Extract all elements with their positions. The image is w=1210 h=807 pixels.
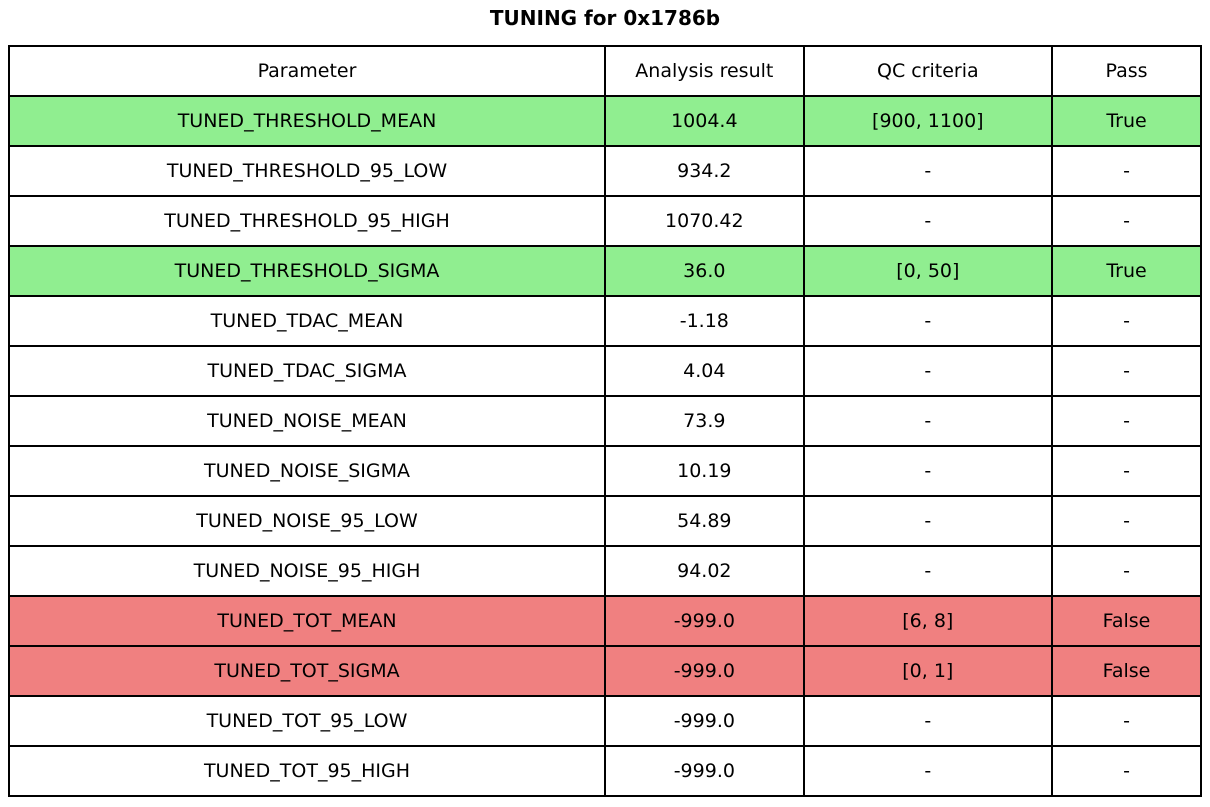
pass-cell: -: [1050, 445, 1203, 497]
analysis-result-cell: 10.19: [604, 445, 805, 497]
parameter-cell: TUNED_TOT_95_LOW: [8, 695, 606, 747]
table-row: TUNED_THRESHOLD_SIGMA 36.0 [0, 50] True: [8, 245, 1203, 297]
analysis-result-cell: 4.04: [604, 345, 805, 397]
analysis-result-cell: 36.0: [604, 245, 805, 297]
table-body: TUNED_THRESHOLD_MEAN 1004.4 [900, 1100] Tru…: [8, 95, 1203, 797]
table-row: TUNED_TDAC_MEAN -1.18- -: [8, 295, 1203, 347]
parameter-cell: TUNED_THRESHOLD_95_LOW: [8, 145, 606, 197]
pass-cell: -: [1050, 395, 1203, 447]
analysis-result-cell: 54.89: [604, 495, 805, 547]
parameter-cell: TUNED_NOISE_SIGMA: [8, 445, 606, 497]
qc-criteria-cell: -: [802, 445, 1053, 497]
qc-criteria-cell: [900, 1100]: [802, 95, 1053, 147]
qc-criteria-cell: -: [802, 395, 1053, 447]
pass-cell: -: [1050, 495, 1203, 547]
table-row: TUNED_TOT_MEAN -999.0 [6, 8] False: [8, 595, 1203, 647]
parameter-cell: TUNED_THRESHOLD_MEAN: [8, 95, 606, 147]
parameter-cell: TUNED_TDAC_MEAN: [8, 295, 606, 347]
figure-title: TUNING for 0x1786b: [489, 6, 721, 30]
parameter-cell: TUNED_TOT_MEAN: [8, 595, 606, 647]
pass-cell: -: [1050, 695, 1203, 747]
pass-cell: -: [1050, 545, 1203, 597]
header-row: Parameter Analysis result QC criteria Pa…: [8, 45, 1203, 97]
parameter-cell: TUNED_TOT_95_HIGH: [8, 745, 606, 797]
header-analysis-result: Analysis result: [604, 45, 805, 97]
analysis-result-cell: 934.2: [604, 145, 805, 197]
analysis-result-cell: -999.0: [604, 695, 805, 747]
qc-criteria-cell: -: [802, 495, 1053, 547]
qc-criteria-cell: -: [802, 295, 1053, 347]
pass-cell: -: [1050, 745, 1203, 797]
pass-cell: True: [1050, 95, 1203, 147]
table-row: TUNED_THRESHOLD_95_HIGH 1070.42- -: [8, 195, 1203, 247]
parameter-cell: TUNED_NOISE_MEAN: [8, 395, 606, 447]
analysis-result-cell: 73.9: [604, 395, 805, 447]
table-row: TUNED_NOISE_MEAN 73.9- -: [8, 395, 1203, 447]
analysis-result-cell: -999.0: [604, 595, 805, 647]
analysis-result-cell: -1.18: [604, 295, 805, 347]
pass-cell: True: [1050, 245, 1203, 297]
qc-criteria-cell: [0, 1]: [802, 645, 1053, 697]
header-qc-criteria: QC criteria: [802, 45, 1053, 97]
parameter-cell: TUNED_THRESHOLD_SIGMA: [8, 245, 606, 297]
pass-cell: -: [1050, 195, 1203, 247]
parameter-cell: TUNED_TOT_SIGMA: [8, 645, 606, 697]
qc-criteria-cell: -: [802, 695, 1053, 747]
table-row: TUNED_TOT_95_HIGH -999.0- -: [8, 745, 1203, 797]
qc-criteria-cell: -: [802, 345, 1053, 397]
table-row: TUNED_TDAC_SIGMA 4.04- -: [8, 345, 1203, 397]
qc-criteria-cell: -: [802, 745, 1053, 797]
table-row: TUNED_TOT_SIGMA -999.0 [0, 1] False: [8, 645, 1203, 697]
pass-cell: False: [1050, 645, 1203, 697]
table-row: TUNED_NOISE_SIGMA 10.19- -: [8, 445, 1203, 497]
header-pass: Pass: [1050, 45, 1203, 97]
table-row: TUNED_NOISE_95_HIGH 94.02- -: [8, 545, 1203, 597]
header-parameter: Parameter: [8, 45, 606, 97]
pass-cell: -: [1050, 295, 1203, 347]
qc-criteria-cell: [6, 8]: [802, 595, 1053, 647]
analysis-result-cell: 1070.42: [604, 195, 805, 247]
parameter-cell: TUNED_TDAC_SIGMA: [8, 345, 606, 397]
qc-criteria-cell: -: [802, 145, 1053, 197]
table-row: TUNED_TOT_95_LOW -999.0- -: [8, 695, 1203, 747]
pass-cell: -: [1050, 345, 1203, 397]
qc-criteria-cell: -: [802, 195, 1053, 247]
parameter-cell: TUNED_NOISE_95_LOW: [8, 495, 606, 547]
qc-criteria-cell: [0, 50]: [802, 245, 1053, 297]
pass-cell: -: [1050, 145, 1203, 197]
qc-tuning-table: Parameter Analysis result QC criteria Pa…: [8, 45, 1203, 797]
analysis-result-cell: 94.02: [604, 545, 805, 597]
analysis-result-cell: 1004.4: [604, 95, 805, 147]
table-row: TUNED_THRESHOLD_MEAN 1004.4 [900, 1100] Tru…: [8, 95, 1203, 147]
analysis-result-cell: -999.0: [604, 645, 805, 697]
parameter-cell: TUNED_THRESHOLD_95_HIGH: [8, 195, 606, 247]
analysis-result-cell: -999.0: [604, 745, 805, 797]
pass-cell: False: [1050, 595, 1203, 647]
table-row: TUNED_NOISE_95_LOW 54.89- -: [8, 495, 1203, 547]
qc-criteria-cell: -: [802, 545, 1053, 597]
table-row: TUNED_THRESHOLD_95_LOW 934.2- -: [8, 145, 1203, 197]
parameter-cell: TUNED_NOISE_95_HIGH: [8, 545, 606, 597]
